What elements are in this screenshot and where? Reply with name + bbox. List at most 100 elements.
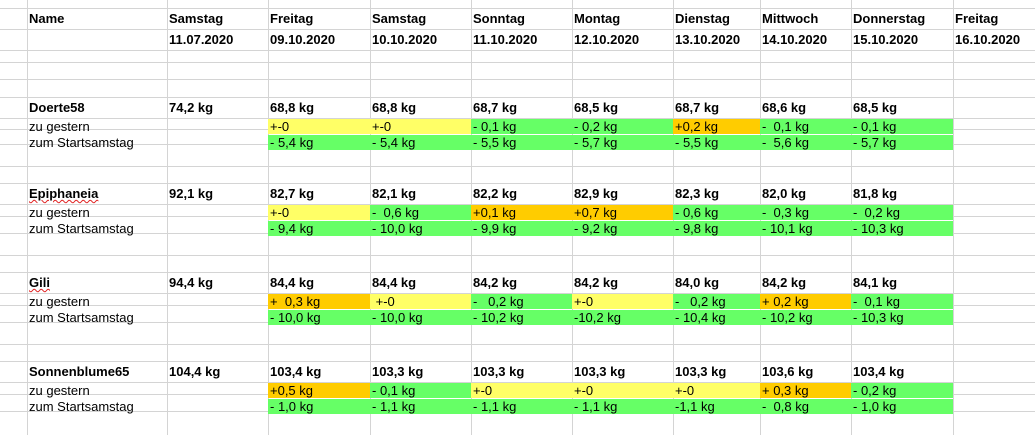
diff-start[interactable]: - 10,3 kg xyxy=(851,310,953,325)
weight-cell[interactable]: 82,7 kg xyxy=(270,186,315,201)
weight-cell[interactable]: 68,8 kg xyxy=(372,100,417,115)
weight-cell[interactable]: 84,2 kg xyxy=(473,275,518,290)
weight-cell[interactable]: 103,3 kg xyxy=(372,364,424,379)
diff-start[interactable]: - 10,1 kg xyxy=(760,221,851,236)
weight-cell[interactable]: 84,0 kg xyxy=(675,275,720,290)
diff-yesterday[interactable]: + 0,2 kg xyxy=(760,294,851,309)
label-zu-gestern[interactable]: zu gestern xyxy=(29,205,90,220)
diff-start[interactable]: - 10,4 kg xyxy=(673,310,760,325)
header-date[interactable]: 15.10.2020 xyxy=(853,32,919,47)
diff-yesterday[interactable]: - 0,2 kg xyxy=(851,205,953,220)
diff-yesterday[interactable]: +-0 xyxy=(370,119,471,134)
weight-cell[interactable]: 84,2 kg xyxy=(762,275,807,290)
diff-yesterday[interactable]: - 0,6 kg xyxy=(673,205,760,220)
diff-yesterday[interactable]: +-0 xyxy=(471,383,572,398)
diff-start[interactable]: -10,2 kg xyxy=(572,310,673,325)
diff-start[interactable]: - 9,8 kg xyxy=(673,221,760,236)
header-name[interactable]: Name xyxy=(29,11,65,26)
weight-cell[interactable]: 84,1 kg xyxy=(853,275,898,290)
start-weight[interactable]: 92,1 kg xyxy=(169,186,214,201)
weight-cell[interactable]: 68,5 kg xyxy=(853,100,898,115)
diff-yesterday[interactable]: - 0,6 kg xyxy=(370,205,471,220)
label-zum-startsamstag[interactable]: zum Startsamstag xyxy=(29,310,134,325)
diff-yesterday[interactable]: - 0,2 kg xyxy=(673,294,760,309)
diff-yesterday[interactable]: - 0,1 kg xyxy=(471,119,572,134)
weight-cell[interactable]: 103,3 kg xyxy=(473,364,525,379)
diff-start[interactable]: - 9,2 kg xyxy=(572,221,673,236)
diff-yesterday[interactable]: +-0 xyxy=(268,119,370,134)
header-day[interactable]: Samstag xyxy=(372,11,427,26)
diff-start[interactable]: -1,1 kg xyxy=(673,399,760,414)
header-day[interactable]: Dienstag xyxy=(675,11,730,26)
header-date[interactable]: 09.10.2020 xyxy=(270,32,336,47)
label-zum-startsamstag[interactable]: zum Startsamstag xyxy=(29,399,134,414)
diff-yesterday[interactable]: +-0 xyxy=(268,205,370,220)
diff-yesterday[interactable]: +-0 xyxy=(572,383,673,398)
diff-yesterday[interactable]: +0,5 kg xyxy=(268,383,370,398)
header-date[interactable]: 14.10.2020 xyxy=(762,32,828,47)
diff-start[interactable]: - 10,2 kg xyxy=(760,310,851,325)
weight-cell[interactable]: 103,4 kg xyxy=(853,364,905,379)
diff-start[interactable]: - 10,2 kg xyxy=(471,310,572,325)
diff-yesterday[interactable]: +-0 xyxy=(673,383,760,398)
label-zum-startsamstag[interactable]: zum Startsamstag xyxy=(29,221,134,236)
weight-cell[interactable]: 103,3 kg xyxy=(574,364,626,379)
header-day[interactable]: Montag xyxy=(574,11,621,26)
weight-cell[interactable]: 103,3 kg xyxy=(675,364,727,379)
header-day[interactable]: Samstag xyxy=(169,11,224,26)
header-date[interactable]: 11.07.2020 xyxy=(169,32,234,47)
label-zum-startsamstag[interactable]: zum Startsamstag xyxy=(29,135,134,150)
weight-cell[interactable]: 82,1 kg xyxy=(372,186,417,201)
weight-cell[interactable]: 103,6 kg xyxy=(762,364,814,379)
diff-start[interactable]: - 1,1 kg xyxy=(471,399,572,414)
diff-start[interactable]: - 9,9 kg xyxy=(471,221,572,236)
weight-cell[interactable]: 68,8 kg xyxy=(270,100,315,115)
header-day[interactable]: Freitag xyxy=(270,11,314,26)
diff-yesterday[interactable]: - 0,1 kg xyxy=(760,119,851,134)
weight-cell[interactable]: 82,3 kg xyxy=(675,186,720,201)
header-date[interactable]: 11.10.2020 xyxy=(473,32,538,47)
diff-yesterday[interactable]: +0,2 kg xyxy=(673,119,760,134)
label-zu-gestern[interactable]: zu gestern xyxy=(29,119,90,134)
diff-yesterday[interactable]: - 0,3 kg xyxy=(760,205,851,220)
weight-cell[interactable]: 84,4 kg xyxy=(372,275,417,290)
diff-start[interactable]: - 10,3 kg xyxy=(851,221,953,236)
label-zu-gestern[interactable]: zu gestern xyxy=(29,383,90,398)
person-name[interactable]: Epiphaneia xyxy=(29,186,99,201)
header-date[interactable]: 12.10.2020 xyxy=(574,32,640,47)
label-zu-gestern[interactable]: zu gestern xyxy=(29,294,90,309)
diff-start[interactable]: - 10,0 kg xyxy=(268,310,370,325)
diff-start[interactable]: - 5,6 kg xyxy=(760,135,851,150)
diff-yesterday[interactable]: - 0,1 kg xyxy=(851,119,953,134)
header-day[interactable]: Sonntag xyxy=(473,11,525,26)
weight-cell[interactable]: 68,5 kg xyxy=(574,100,619,115)
diff-start[interactable]: - 10,0 kg xyxy=(370,310,471,325)
weight-cell[interactable]: 84,4 kg xyxy=(270,275,315,290)
diff-start[interactable]: - 5,5 kg xyxy=(673,135,760,150)
diff-yesterday[interactable]: + 0,3 kg xyxy=(268,294,370,309)
start-weight[interactable]: 94,4 kg xyxy=(169,275,214,290)
diff-start[interactable]: - 1,1 kg xyxy=(572,399,673,414)
header-date[interactable]: 16.10.2020 xyxy=(955,32,1021,47)
weight-cell[interactable]: 68,7 kg xyxy=(675,100,720,115)
diff-yesterday[interactable]: +-0 xyxy=(572,294,673,309)
diff-yesterday[interactable]: - 0,2 kg xyxy=(851,383,953,398)
header-date[interactable]: 10.10.2020 xyxy=(372,32,438,47)
header-date[interactable]: 13.10.2020 xyxy=(675,32,741,47)
diff-start[interactable]: - 5,7 kg xyxy=(851,135,953,150)
diff-start[interactable]: - 5,4 kg xyxy=(268,135,370,150)
diff-yesterday[interactable]: +0,7 kg xyxy=(572,205,673,220)
weight-cell[interactable]: 68,7 kg xyxy=(473,100,518,115)
weight-cell[interactable]: 82,9 kg xyxy=(574,186,619,201)
person-name[interactable]: Sonnenblume65 xyxy=(29,364,130,379)
start-weight[interactable]: 74,2 kg xyxy=(169,100,214,115)
header-day[interactable]: Donnerstag xyxy=(853,11,926,26)
weight-cell[interactable]: 82,2 kg xyxy=(473,186,518,201)
diff-start[interactable]: - 1,0 kg xyxy=(851,399,953,414)
person-name[interactable]: Gili xyxy=(29,275,50,290)
diff-start[interactable]: - 9,4 kg xyxy=(268,221,370,236)
weight-cell[interactable]: 103,4 kg xyxy=(270,364,322,379)
diff-start[interactable]: - 5,5 kg xyxy=(471,135,572,150)
diff-start[interactable]: - 0,8 kg xyxy=(760,399,851,414)
diff-yesterday[interactable]: - 0,2 kg xyxy=(471,294,572,309)
